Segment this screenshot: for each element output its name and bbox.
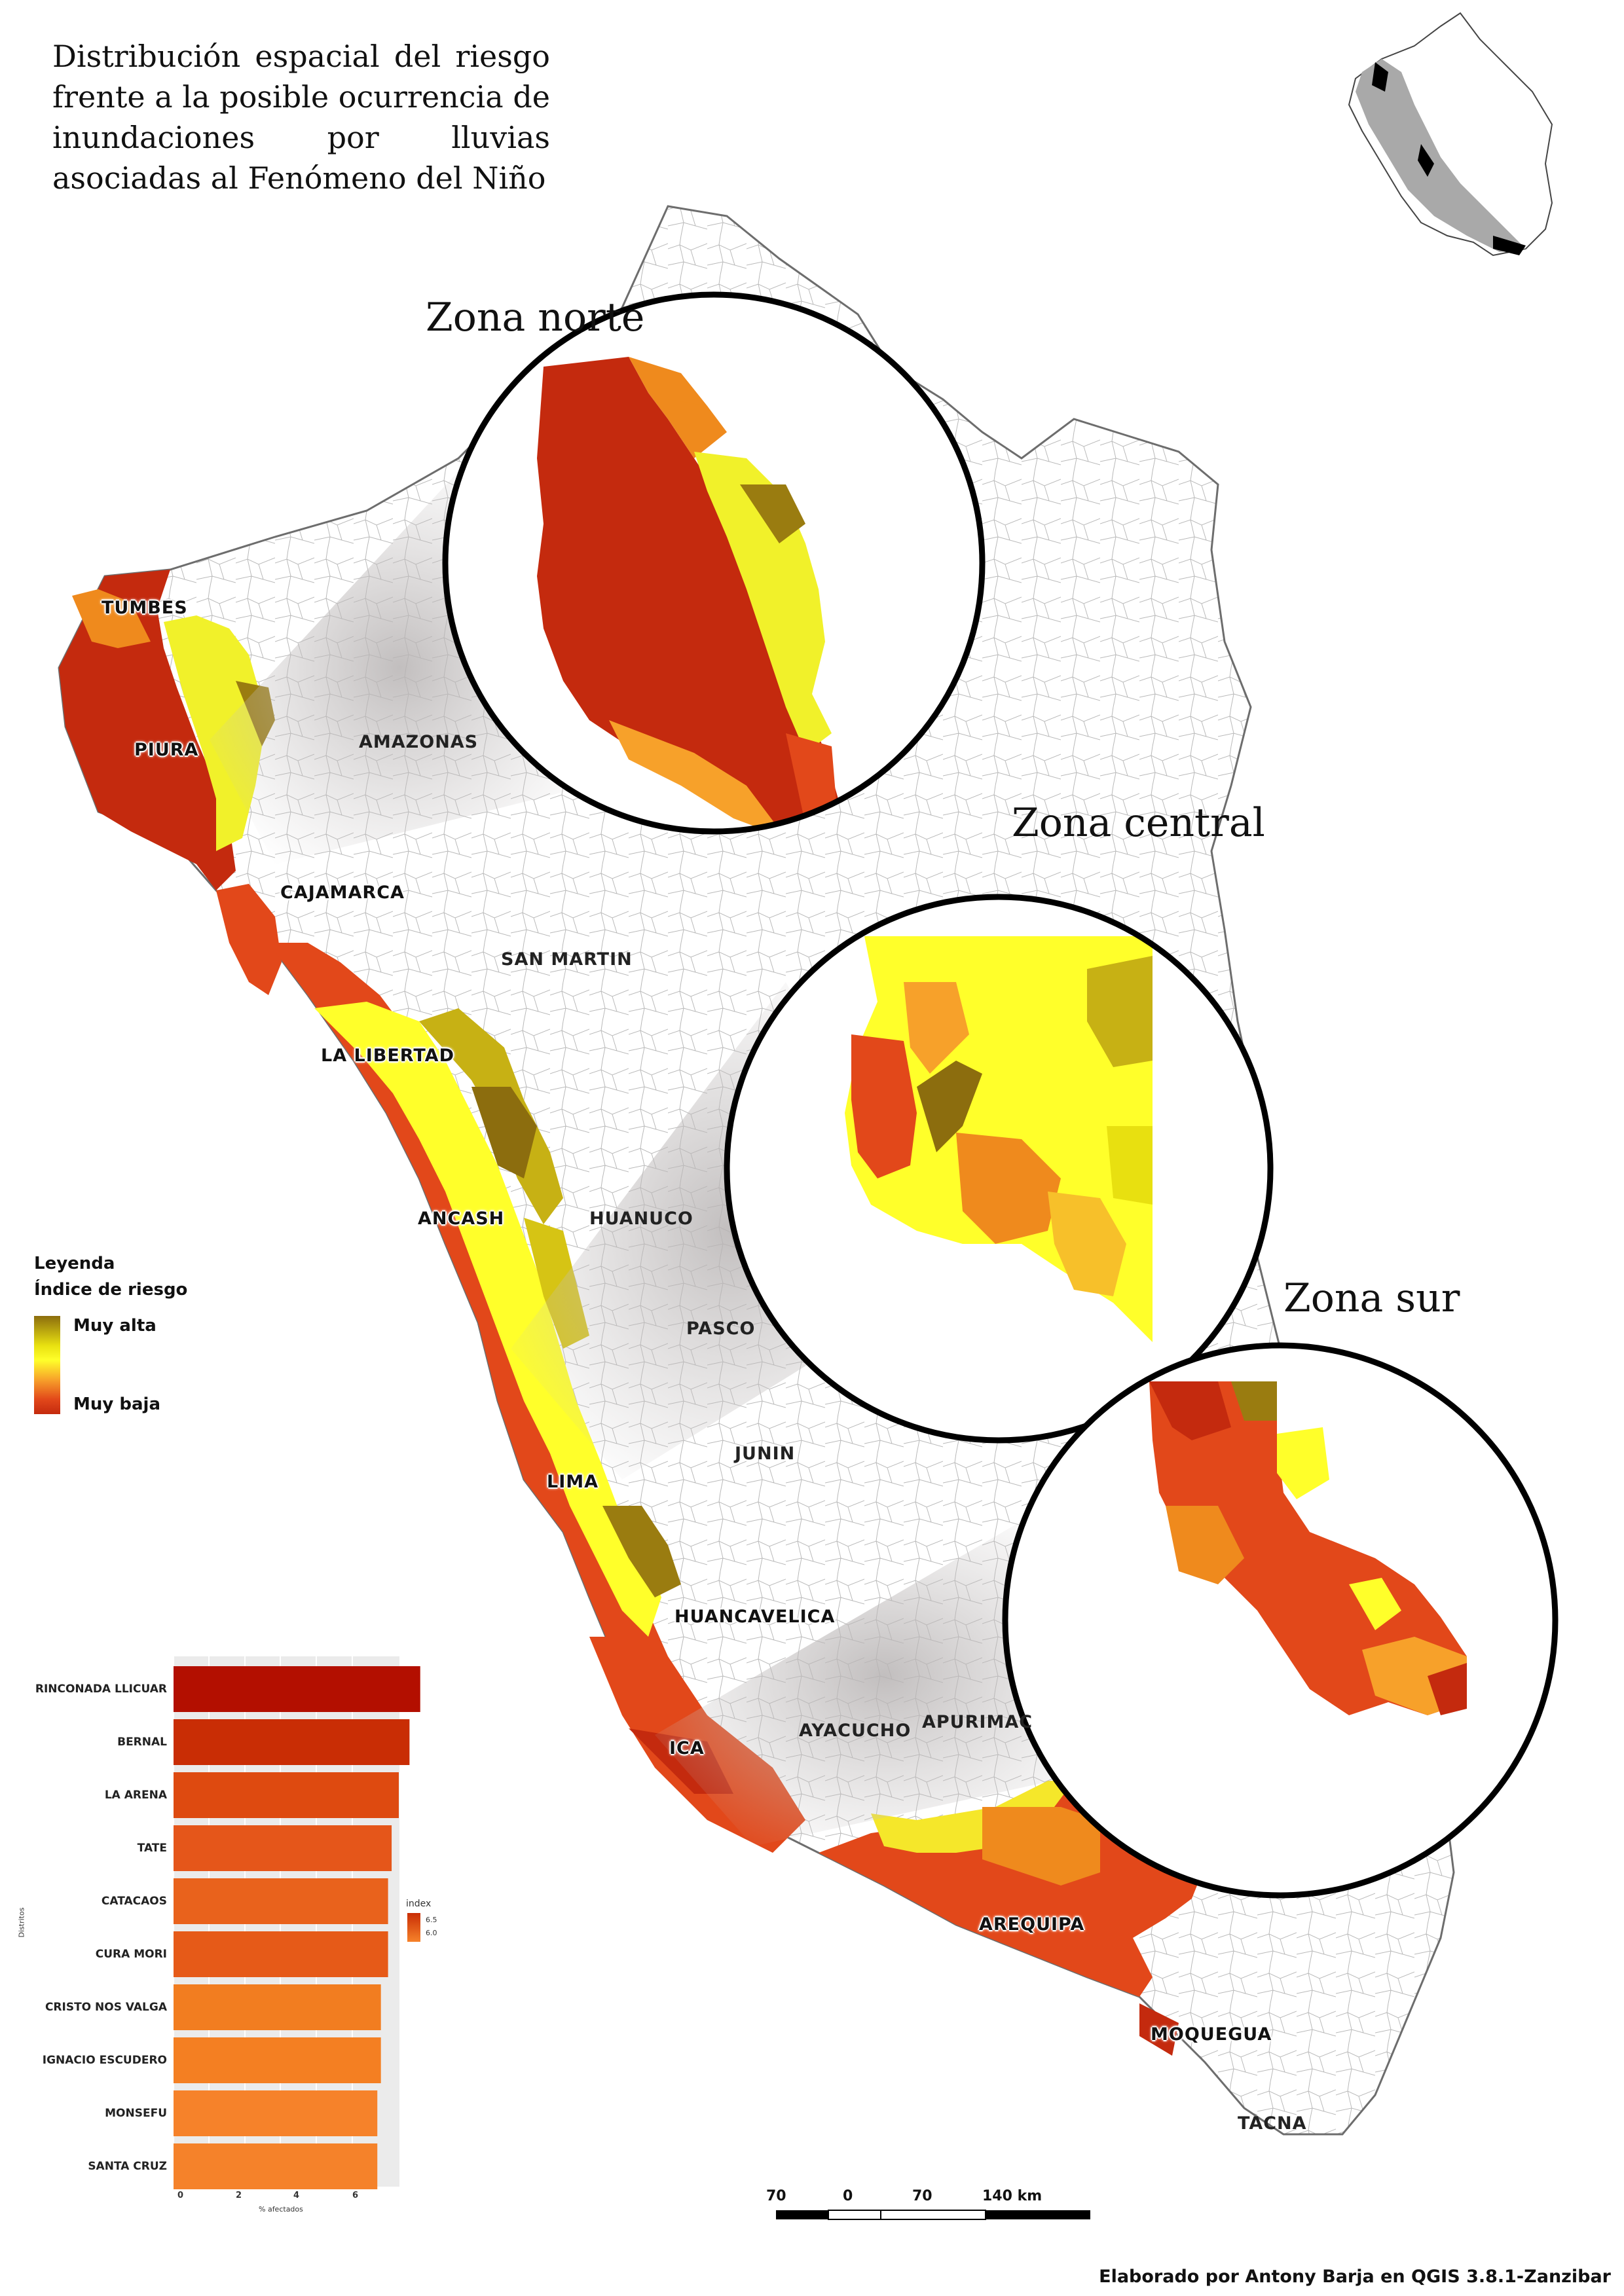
legend-subtitle: Índice de riesgo: [34, 1280, 188, 1300]
scale-label-70-right: 70: [912, 2188, 932, 2204]
scale-label-0: 0: [843, 2188, 853, 2204]
bar-label-tate: TATE: [137, 1842, 167, 1855]
scale-bar: [776, 2210, 1090, 2220]
zone-central-title: Zona central: [1012, 800, 1265, 846]
region-label-huancavelica: HUANCAVELICA: [674, 1607, 836, 1627]
scale-label-140km: 140 km: [982, 2188, 1043, 2204]
zone-north-title: Zona norte: [426, 295, 645, 340]
locator-map: [1348, 12, 1553, 257]
x-tick-2: 2: [236, 2191, 242, 2200]
zoom-circle-central: [724, 894, 1274, 1444]
legend-color-ramp: [34, 1316, 60, 1414]
region-label-tacna: TACNA: [1238, 2113, 1307, 2134]
bar-label-catacaos: CATACAOS: [101, 1895, 167, 1908]
credit-text: Elaborado por Antony Barja en QGIS 3.8.1…: [1099, 2267, 1611, 2287]
bar-label-bernal: BERNAL: [117, 1736, 167, 1749]
x-axis-title: % afectados: [259, 2205, 303, 2214]
region-label-san-martin: SAN MARTIN: [501, 949, 633, 970]
bar-chart-bars: [174, 1666, 420, 2189]
zone-south-title: Zona sur: [1283, 1275, 1460, 1321]
x-tick-4: 4: [293, 2191, 300, 2200]
x-tick-0: 0: [177, 2191, 184, 2200]
index-legend-low: 6.0: [426, 1929, 437, 1937]
bar-cristo-nos-valga: [174, 1984, 381, 2030]
bar-bernal: [174, 1719, 410, 1765]
scale-label-70-left: 70: [766, 2188, 786, 2204]
region-label-ica: ICA: [669, 1738, 705, 1758]
index-legend-ramp: [407, 1913, 420, 1942]
bar-cura-mori: [174, 1931, 388, 1977]
region-label-cajamarca: CAJAMARCA: [280, 883, 405, 903]
region-label-piura: PIURA: [134, 740, 199, 760]
region-label-lima: LIMA: [547, 1472, 599, 1492]
region-label-ayacucho: AYACUCHO: [799, 1721, 912, 1741]
region-label-arequipa: AREQUIPA: [979, 1914, 1085, 1935]
bar-catacaos: [174, 1878, 388, 1924]
bar-label-ignacio-escudero: IGNACIO ESCUDERO: [42, 2054, 167, 2067]
legend-high-label: Muy alta: [73, 1316, 157, 1336]
bar-ignacio-escudero: [174, 2037, 381, 2083]
bar-label-la-arena: LA ARENA: [104, 1789, 167, 1802]
bar-label-monsefu: MONSEFU: [105, 2107, 167, 2120]
zoom-circle-north: [442, 291, 986, 835]
region-label-amazonas: AMAZONAS: [359, 732, 479, 752]
legend: Leyenda Índice de riesgo Muy alta Muy ba…: [34, 1250, 188, 1414]
legend-heading: Leyenda: [34, 1254, 115, 1273]
region-label-la-libertad: LA LIBERTAD: [321, 1046, 454, 1066]
region-label-tumbes: TUMBES: [101, 598, 188, 618]
bar-label-cura-mori: CURA MORI: [95, 1948, 167, 1961]
bar-la-arena: [174, 1772, 399, 1818]
bar-tate: [174, 1825, 392, 1871]
bar-rinconada-llicuar: [174, 1666, 420, 1712]
x-tick-6: 6: [352, 2191, 359, 2200]
index-legend-high: 6.5: [426, 1916, 437, 1924]
legend-low-label: Muy baja: [73, 1394, 160, 1414]
y-axis-title: Distritos: [17, 1907, 26, 1938]
region-label-junin: JUNIN: [735, 1444, 796, 1464]
bar-label-rinconada-llicuar: RINCONADA LLICUAR: [35, 1683, 167, 1696]
region-label-huanuco: HUANUCO: [589, 1209, 693, 1229]
map-title: Distribución espacial del riesgo frente …: [52, 39, 550, 196]
bar-monsefu: [174, 2090, 378, 2136]
bar-label-cristo-nos-valga: CRISTO NOS VALGA: [45, 2001, 167, 2014]
bar-santa-cruz: [174, 2143, 378, 2189]
region-label-moquegua: MOQUEGUA: [1151, 2024, 1272, 2045]
index-legend-title: index: [406, 1899, 432, 1909]
region-label-ancash: ANCASH: [418, 1209, 505, 1229]
region-label-pasco: PASCO: [686, 1319, 756, 1339]
region-label-apurimac: APURIMAC: [922, 1712, 1033, 1732]
zoom-circle-south: [1002, 1342, 1559, 1899]
bar-label-santa-cruz: SANTA CRUZ: [88, 2160, 167, 2173]
